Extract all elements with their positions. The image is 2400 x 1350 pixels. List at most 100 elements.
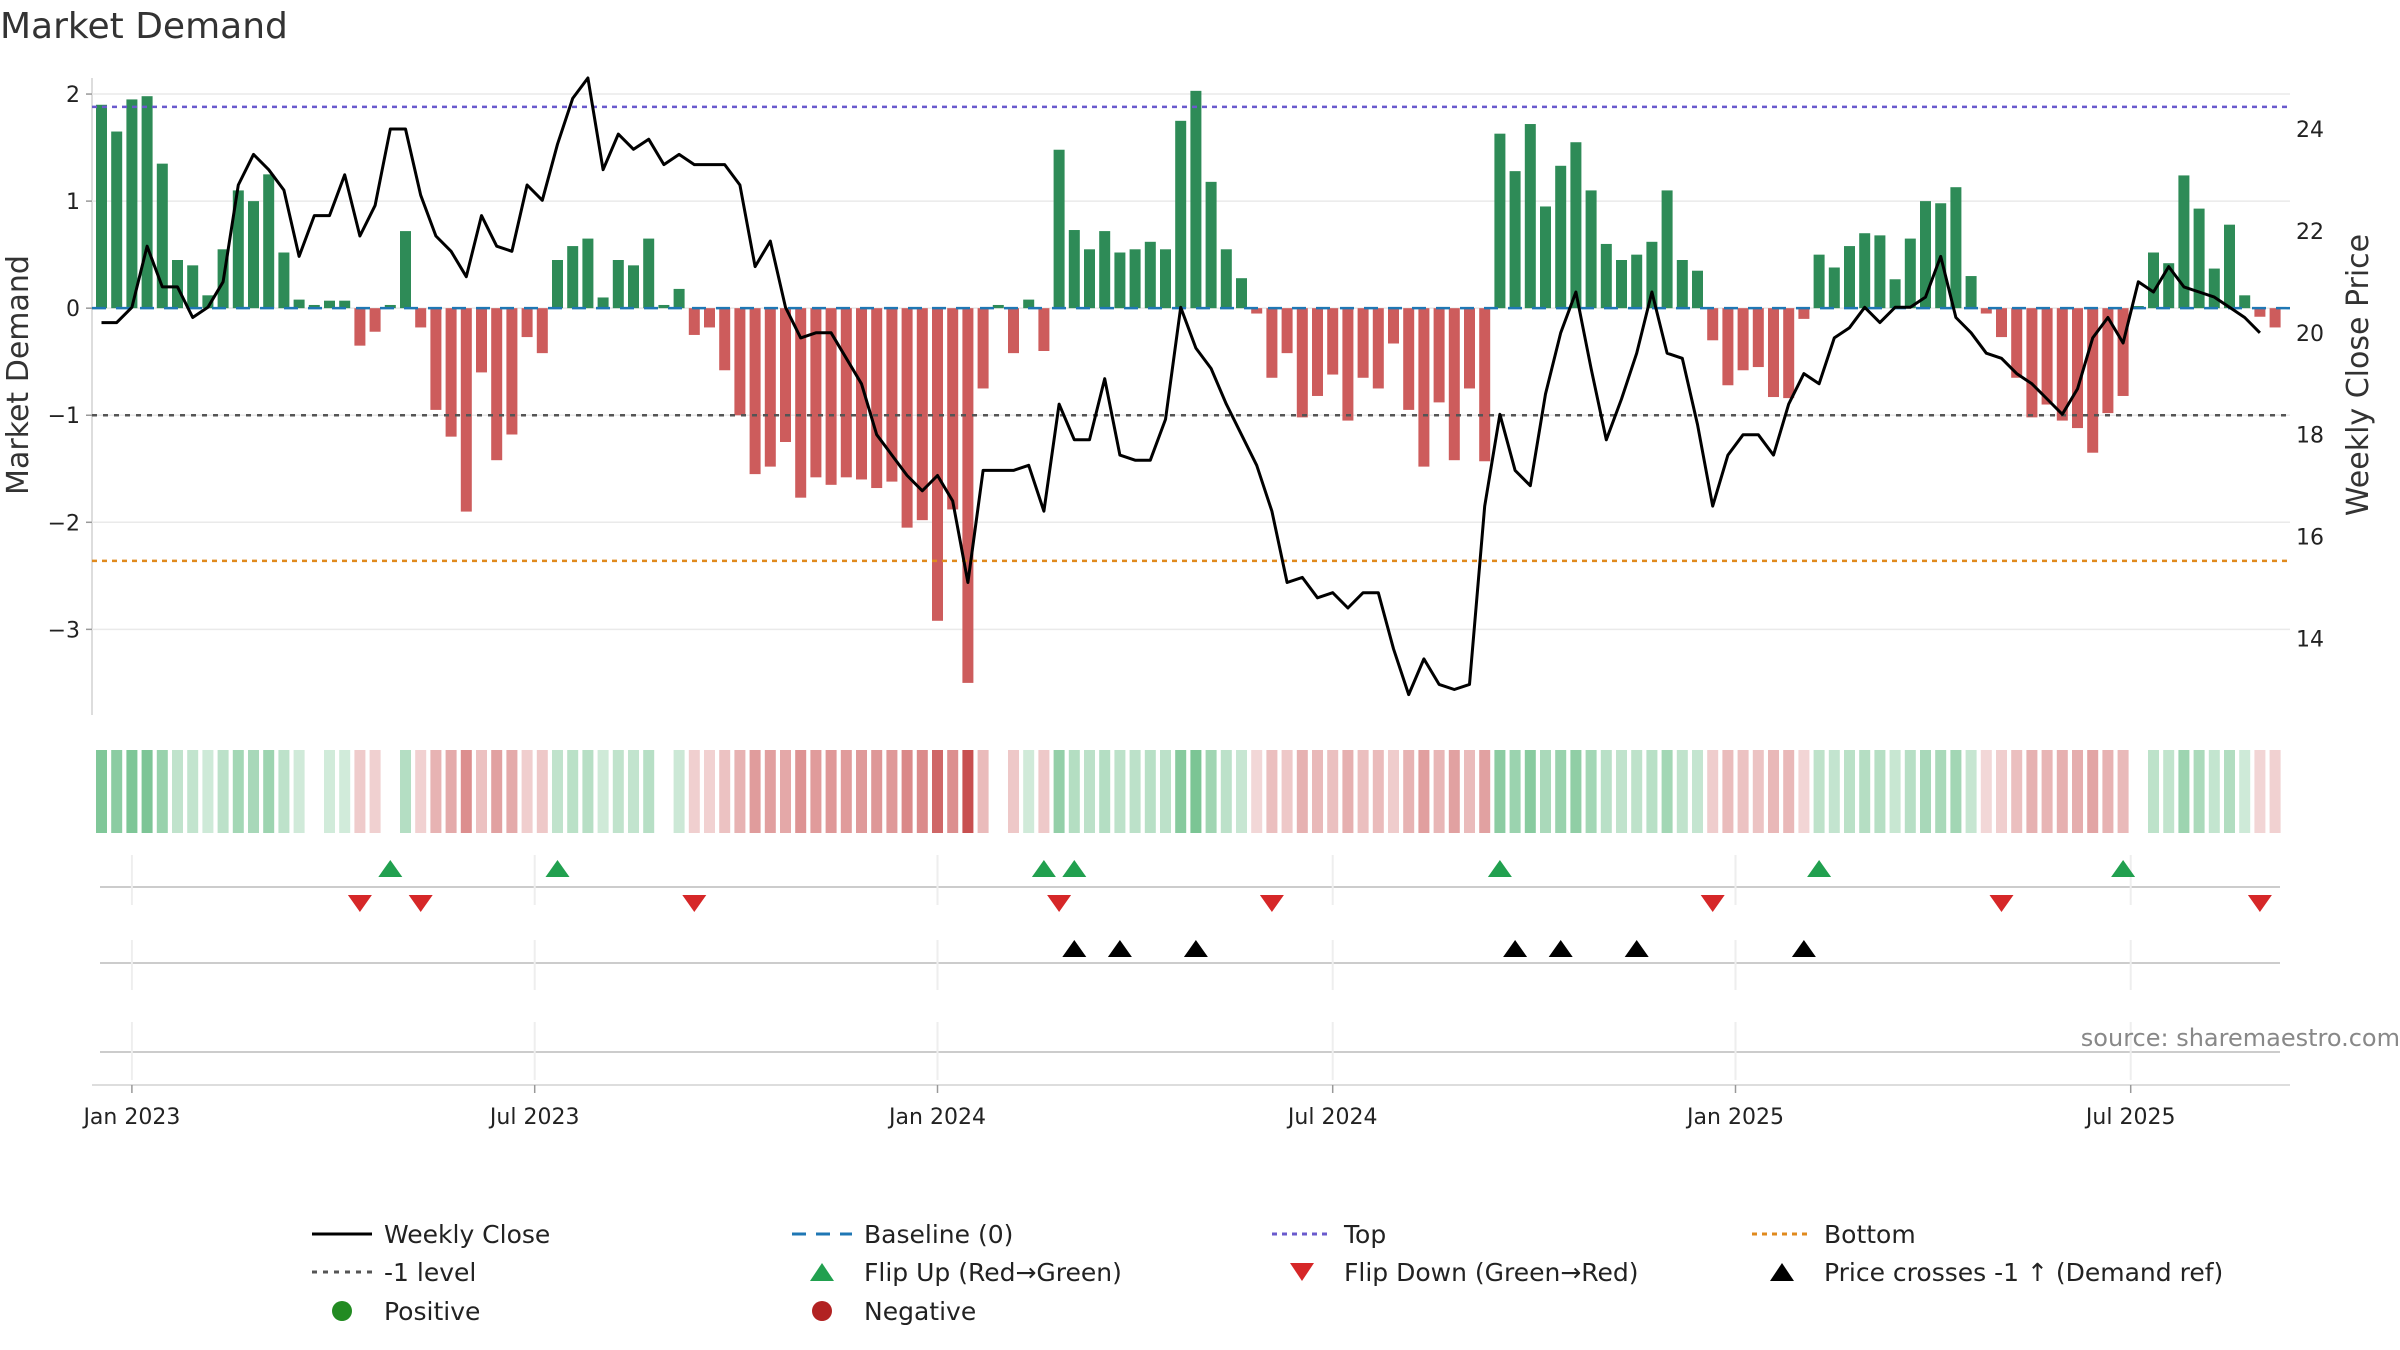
event-markers xyxy=(92,855,2290,1086)
price-cross-marker xyxy=(1183,940,1208,957)
heat-cell xyxy=(521,750,533,833)
heat-cell xyxy=(2102,750,2114,833)
heat-cell xyxy=(1251,750,1263,833)
demand-bar xyxy=(2041,308,2053,405)
demand-bar xyxy=(172,260,183,309)
demand-bar xyxy=(1889,279,1901,309)
demand-bar xyxy=(476,308,487,373)
x-tick-label: Jul 2025 xyxy=(2084,1105,2176,1130)
demand-bar xyxy=(2208,268,2220,309)
left-axis-label: Market Demand xyxy=(1,255,36,495)
heat-cell xyxy=(764,750,776,833)
cross-markers xyxy=(1062,940,1816,957)
heat-cell xyxy=(1479,750,1491,833)
heat-cell xyxy=(704,750,715,833)
heat-cell xyxy=(1874,750,1886,833)
right-tick-label: 24 xyxy=(2296,118,2324,143)
demand-bar xyxy=(1616,260,1627,309)
demand-bar xyxy=(1296,308,1308,418)
heat-cell xyxy=(947,750,959,833)
demand-bar xyxy=(886,308,898,482)
x-tick-labels: Jan 2023 Jul 2023 Jan 2024 Jul 2024 Jan 2025… xyxy=(81,1085,2175,1130)
demand-bar xyxy=(932,308,943,621)
heat-cell xyxy=(1616,750,1627,833)
demand-bar xyxy=(232,190,244,309)
heat-cell xyxy=(2254,750,2266,833)
heat-cell xyxy=(1160,750,1171,833)
x-tick-label: Jan 2024 xyxy=(887,1105,986,1130)
demand-bar xyxy=(96,104,107,309)
demand-bar xyxy=(1053,149,1065,309)
right-tick-label: 16 xyxy=(2296,526,2324,551)
right-tick-label: 20 xyxy=(2296,322,2324,347)
heat-cell xyxy=(719,750,731,833)
heat-cell xyxy=(1965,750,1977,833)
heat-cell xyxy=(1220,750,1232,833)
demand-bar xyxy=(2087,308,2099,453)
heat-cell xyxy=(1494,750,1506,833)
demand-bar xyxy=(1266,308,1278,378)
demand-bar xyxy=(415,308,427,328)
demand-bar xyxy=(369,308,381,332)
demand-bar xyxy=(871,308,883,489)
heat-cell xyxy=(1372,750,1384,833)
heat-cell xyxy=(2208,750,2220,833)
heat-cell xyxy=(673,750,685,833)
heat-cell xyxy=(628,750,639,833)
demand-bar xyxy=(354,308,366,346)
demand-bar xyxy=(1388,308,1399,344)
heat-cell xyxy=(1524,750,1536,833)
demand-bar xyxy=(1600,243,1612,309)
legend-minus-one-level: -1 level xyxy=(312,1258,476,1287)
svg-text:Flip Down (Green→Red): Flip Down (Green→Red) xyxy=(1344,1258,1639,1287)
heat-cell xyxy=(2117,750,2129,833)
demand-bar xyxy=(2148,252,2159,309)
heat-cell xyxy=(1844,750,1855,833)
heat-cell xyxy=(1312,750,1323,833)
demand-bar xyxy=(1220,249,1232,309)
demand-bar xyxy=(1403,308,1415,410)
heat-cell xyxy=(840,750,852,833)
heat-cell xyxy=(1980,750,1992,833)
heat-cell xyxy=(2148,750,2159,833)
heat-cell xyxy=(141,750,153,833)
heat-cell xyxy=(1935,750,1947,833)
flip-down-marker xyxy=(408,895,433,912)
demand-bar xyxy=(1920,201,1931,309)
flip-down-marker xyxy=(1989,895,2014,912)
demand-bar xyxy=(643,238,655,309)
demand-bar xyxy=(1114,252,1126,309)
price-cross-marker xyxy=(1791,940,1816,957)
demand-bar xyxy=(1752,308,1764,368)
heat-cell xyxy=(156,750,168,833)
heat-cell xyxy=(1068,750,1080,833)
demand-bar xyxy=(567,246,579,309)
svg-text:Positive: Positive xyxy=(384,1297,480,1326)
heat-cell xyxy=(1920,750,1931,833)
demand-bar xyxy=(1692,270,1703,309)
heat-cell xyxy=(2041,750,2053,833)
flip-up-marker xyxy=(1807,860,1832,877)
demand-bar xyxy=(2269,308,2281,328)
demand-bar xyxy=(1281,308,1293,354)
right-tick-label: 18 xyxy=(2296,424,2324,449)
heat-cell xyxy=(1008,750,1019,833)
heat-cell xyxy=(1768,750,1779,833)
demand-bar xyxy=(1585,190,1597,309)
demand-bar xyxy=(1038,308,1050,351)
left-tick-label: −1 xyxy=(48,404,80,429)
demand-bar xyxy=(962,308,974,683)
legend: Weekly Close Baseline (0) Top Bottom -1 … xyxy=(312,1220,2223,1326)
heat-cell xyxy=(886,750,898,833)
heat-cell xyxy=(1266,750,1278,833)
demand-bar xyxy=(1433,308,1445,403)
svg-text:-1 level: -1 level xyxy=(384,1258,476,1287)
heat-cell xyxy=(1448,750,1460,833)
demand-bar xyxy=(308,304,320,309)
price-cross-marker xyxy=(1107,940,1132,957)
legend-negative: Negative xyxy=(812,1297,976,1326)
heat-cell xyxy=(2026,750,2038,833)
heat-cell xyxy=(567,750,579,833)
heat-cell xyxy=(2072,750,2083,833)
